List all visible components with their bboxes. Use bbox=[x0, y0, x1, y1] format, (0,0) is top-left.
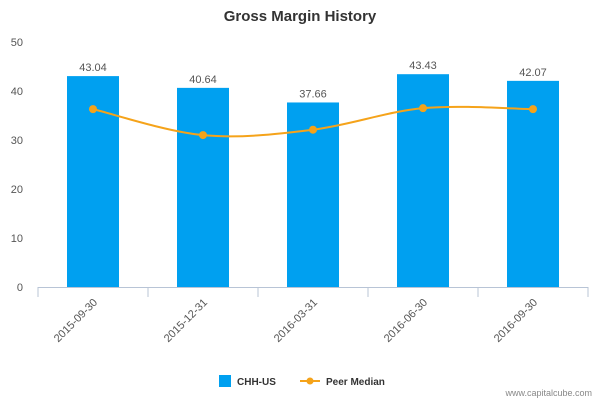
bar-data-label: 40.64 bbox=[189, 74, 217, 86]
x-tick-label: 2016-09-30 bbox=[492, 297, 540, 345]
peer-median-point bbox=[419, 104, 427, 113]
y-tick-label: 20 bbox=[11, 184, 23, 196]
chart-title: Gross Margin History bbox=[224, 8, 377, 25]
y-axis: 0 10 20 30 40 50 bbox=[11, 37, 23, 294]
x-tick-label: 2016-03-31 bbox=[272, 297, 320, 345]
peer-median-point bbox=[89, 105, 97, 114]
x-tick-label: 2016-06-30 bbox=[382, 297, 430, 345]
bar-data-label: 43.43 bbox=[409, 60, 437, 72]
legend: CHH-US Peer Median bbox=[219, 375, 385, 388]
peer-median-point bbox=[529, 105, 537, 114]
bar-data-labels: 43.04 40.64 37.66 43.43 42.07 bbox=[79, 60, 547, 100]
bar-data-label: 43.04 bbox=[79, 62, 107, 74]
bar bbox=[507, 80, 559, 288]
y-tick-label: 50 bbox=[11, 37, 23, 49]
legend-swatch-chh-us bbox=[219, 375, 231, 387]
peer-median-point bbox=[309, 125, 317, 134]
y-tick-label: 40 bbox=[11, 86, 23, 98]
bar-data-label: 42.07 bbox=[519, 67, 547, 79]
bar-data-label: 37.66 bbox=[299, 88, 327, 100]
y-tick-label: 10 bbox=[11, 233, 23, 245]
bar-series bbox=[67, 74, 559, 288]
legend-label-peer-median: Peer Median bbox=[326, 377, 385, 388]
y-tick-label: 30 bbox=[11, 135, 23, 147]
bar bbox=[177, 87, 229, 287]
peer-median-series bbox=[89, 104, 537, 140]
y-tick-label: 0 bbox=[17, 282, 23, 294]
x-tick-label: 2015-12-31 bbox=[162, 297, 210, 345]
credit-text: www.capitalcube.com bbox=[504, 388, 592, 398]
legend-swatch-peer-median-marker bbox=[306, 377, 314, 385]
legend-label-chh-us: CHH-US bbox=[237, 377, 276, 388]
x-axis: 2015-09-30 2015-12-31 2016-03-31 2016-06-30… bbox=[37, 287, 589, 345]
x-tick-label: 2015-09-30 bbox=[52, 297, 100, 345]
peer-median-point bbox=[199, 131, 207, 140]
